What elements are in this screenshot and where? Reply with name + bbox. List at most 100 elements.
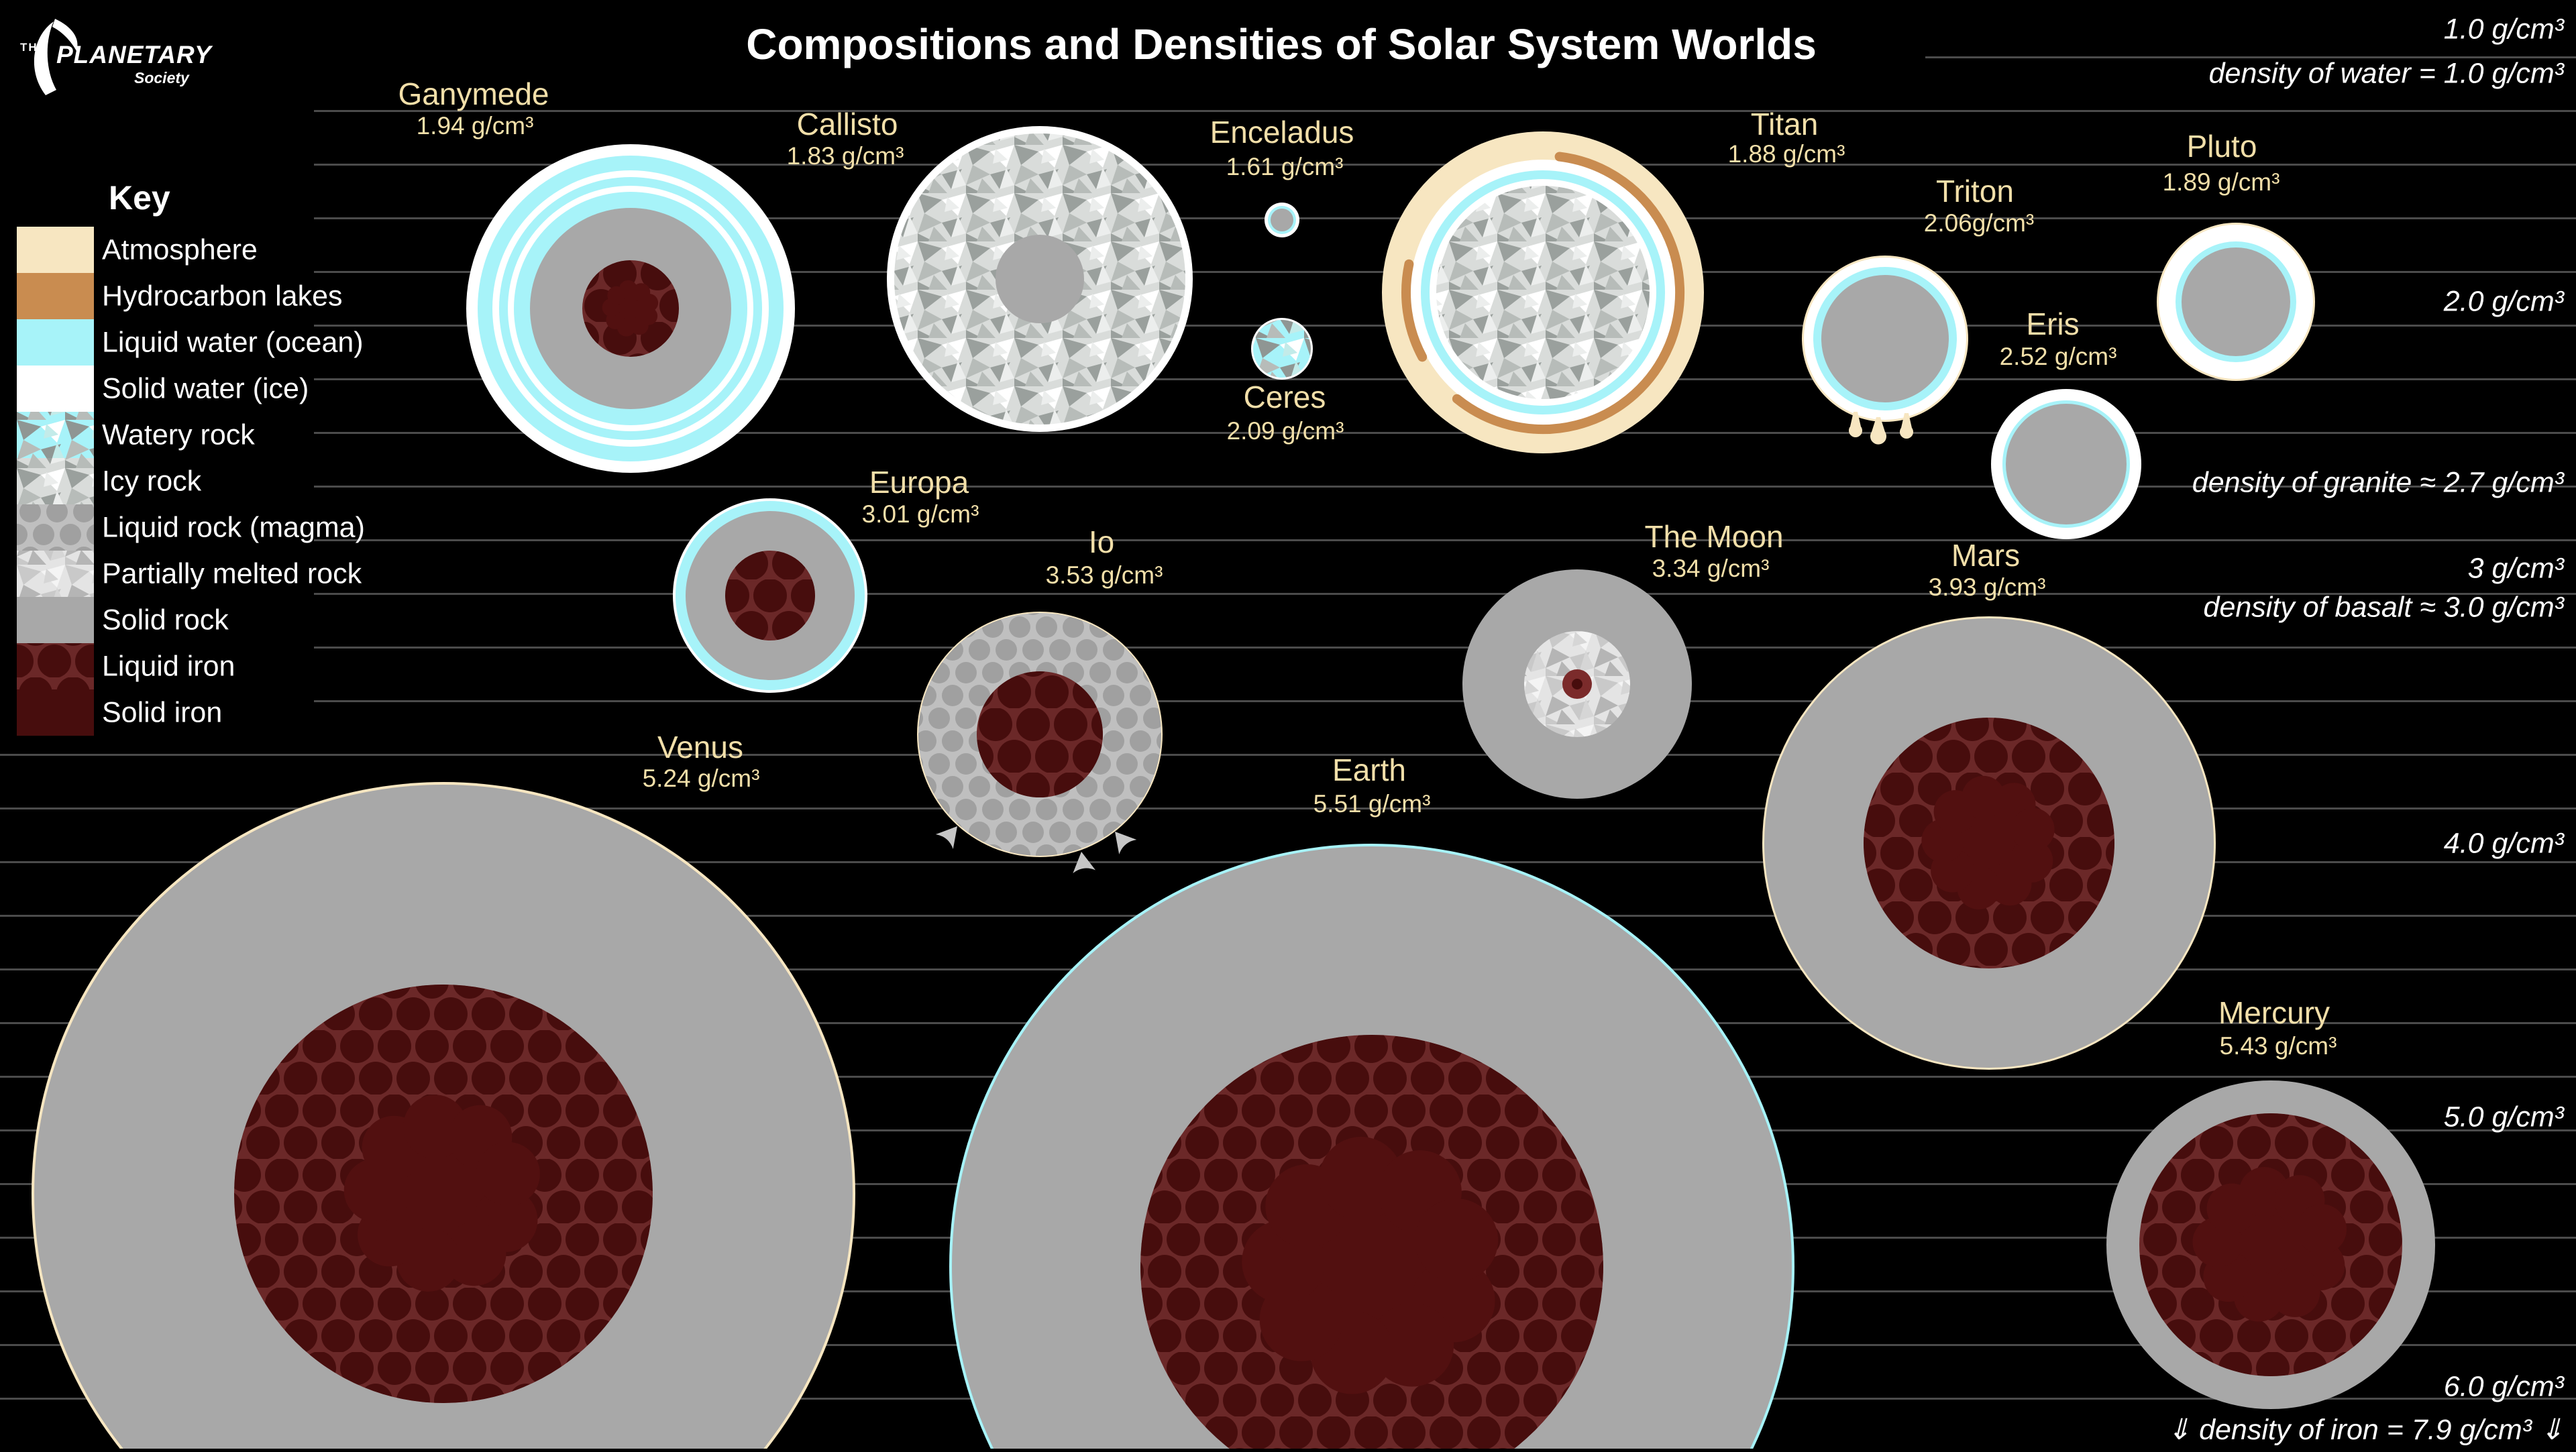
- key-swatch-ice: [17, 366, 94, 412]
- key-title: Key: [109, 179, 170, 217]
- key-swatch-magma: [17, 504, 94, 551]
- world-name-triton: Triton: [1936, 174, 2014, 209]
- density-gridline: [0, 807, 2576, 809]
- density-gridline: [0, 271, 2576, 273]
- world-density-earth: 5.51 g/cm³: [1313, 790, 1431, 818]
- world-io: [917, 612, 1163, 874]
- volcano-plume-icon: [935, 826, 957, 849]
- geyser-icon: [1900, 413, 1914, 439]
- density-axis-label: density of basalt ≈ 3.0 g/cm³: [2203, 591, 2564, 624]
- world-density-ceres: 2.09 g/cm³: [1226, 417, 1344, 445]
- key-swatch-watery-rock: [17, 412, 94, 458]
- world-density-venus: 5.24 g/cm³: [642, 765, 760, 792]
- world-name-mercury: Mercury: [2218, 995, 2330, 1030]
- world-name-earth: Earth: [1332, 752, 1406, 787]
- world-triton: [1802, 256, 1968, 445]
- world-density-moon: 3.34 g/cm³: [1652, 555, 1770, 582]
- density-gridline: [0, 539, 2576, 541]
- world-name-venus: Venus: [657, 730, 743, 765]
- solid-iron-core: [2192, 1167, 2347, 1322]
- world-name-mars: Mars: [1951, 538, 2021, 573]
- key-swatch-atmosphere: [17, 227, 94, 273]
- planetary-society-logo: THE PLANETARY Society: [15, 7, 256, 111]
- solid-iron-core: [1921, 775, 2055, 909]
- world-name-pluto: Pluto: [2186, 129, 2257, 164]
- world-density-eris: 2.52 g/cm³: [1999, 343, 2117, 370]
- world-density-mercury: 5.43 g/cm³: [2219, 1032, 2337, 1060]
- world-mercury: [2106, 1080, 2435, 1409]
- world-venus: [32, 782, 855, 1452]
- density-gridline: [0, 647, 2576, 649]
- world-density-io: 3.53 g/cm³: [1045, 561, 1163, 589]
- world-name-callisto: Callisto: [796, 107, 898, 142]
- world-earth: [949, 844, 1794, 1452]
- solid-iron-core: [1242, 1137, 1499, 1394]
- density-gridline: [0, 432, 2576, 434]
- world-density-ganymede: 1.94 g/cm³: [416, 112, 534, 139]
- world-ganymede: [466, 144, 795, 473]
- density-axis-label: 3 g/cm³: [2467, 552, 2564, 585]
- density-gridline: [0, 164, 2576, 166]
- world-name-io: Io: [1088, 524, 1115, 559]
- world-enceladus: [1265, 203, 1299, 237]
- world-name-ceres: Ceres: [1243, 380, 1326, 414]
- logo-the: THE: [20, 41, 47, 54]
- density-axis-label: density of water = 1.0 g/cm³: [2208, 57, 2564, 90]
- geyser-icon: [1849, 412, 1863, 438]
- density-axis-label: 6.0 g/cm³: [2443, 1370, 2564, 1403]
- density-axis-label: ⇓ density of iron = 7.9 g/cm³ ⇓: [2167, 1414, 2564, 1446]
- world-name-enceladus: Enceladus: [1210, 115, 1354, 150]
- key-swatch-liquid-iron: [17, 643, 94, 689]
- world-density-europa: 3.01 g/cm³: [861, 500, 979, 528]
- world-titan: [1382, 131, 1704, 453]
- density-gridline: [0, 378, 2576, 380]
- world-density-callisto: 1.83 g/cm³: [786, 142, 904, 170]
- key-swatch-melted-rock: [17, 551, 94, 597]
- logo-society: Society: [134, 69, 190, 87]
- density-gridline: [0, 110, 2576, 112]
- world-density-mars: 3.93 g/cm³: [1928, 573, 2046, 601]
- geyser-icon: [1870, 417, 1887, 445]
- world-pluto: [2157, 223, 2315, 381]
- key-item-solid-rock: Solid rock: [102, 604, 229, 636]
- key-swatch-icy-rock: [17, 458, 94, 504]
- key-item-solid-iron: Solid iron: [102, 696, 223, 728]
- world-density-enceladus: 1.61 g/cm³: [1226, 153, 1344, 180]
- key-swatch-solid-rock: [17, 597, 94, 643]
- key-item-melted-rock: Partially melted rock: [102, 557, 362, 590]
- volcano-plume-icon: [1115, 832, 1137, 854]
- volcano-plume-icon: [1073, 852, 1096, 874]
- key-legend: [17, 227, 94, 739]
- key-item-watery-rock: Watery rock: [102, 418, 255, 451]
- solid-iron-core: [343, 1095, 540, 1292]
- logo-swoosh-icon: [34, 21, 56, 95]
- key-swatch-solid-iron: [17, 689, 94, 736]
- key-item-ice: Solid water (ice): [102, 372, 309, 404]
- key-swatch-hydrocarbon: [17, 273, 94, 319]
- world-density-triton: 2.06g/cm³: [1923, 209, 2035, 237]
- density-axis-label: 2.0 g/cm³: [2443, 285, 2564, 318]
- key-item-ocean: Liquid water (ocean): [102, 326, 364, 358]
- world-name-eris: Eris: [2026, 306, 2080, 341]
- page-title: Compositions and Densities of Solar Syst…: [746, 20, 1817, 68]
- world-eris: [1991, 389, 2141, 539]
- world-name-ganymede: Ganymede: [398, 76, 549, 111]
- world-name-moon: The Moon: [1644, 519, 1784, 554]
- world-moon: [1462, 569, 1692, 799]
- key-swatch-ocean: [17, 319, 94, 366]
- world-europa: [673, 498, 867, 693]
- world-mars: [1762, 616, 2216, 1070]
- world-callisto: [887, 126, 1193, 432]
- key-item-atmosphere: Atmosphere: [102, 233, 258, 266]
- world-name-europa: Europa: [869, 465, 969, 500]
- key-item-hydrocarbon: Hydrocarbon lakes: [102, 280, 343, 312]
- density-axis-label: 4.0 g/cm³: [2443, 827, 2564, 860]
- world-density-titan: 1.88 g/cm³: [1727, 140, 1845, 168]
- world-density-pluto: 1.89 g/cm³: [2162, 168, 2280, 196]
- density-gridline: [0, 754, 2576, 756]
- density-axis-label: 1.0 g/cm³: [2443, 13, 2564, 46]
- density-axis-label: 5.0 g/cm³: [2443, 1101, 2564, 1133]
- logo-planetary: PLANETARY: [56, 41, 213, 68]
